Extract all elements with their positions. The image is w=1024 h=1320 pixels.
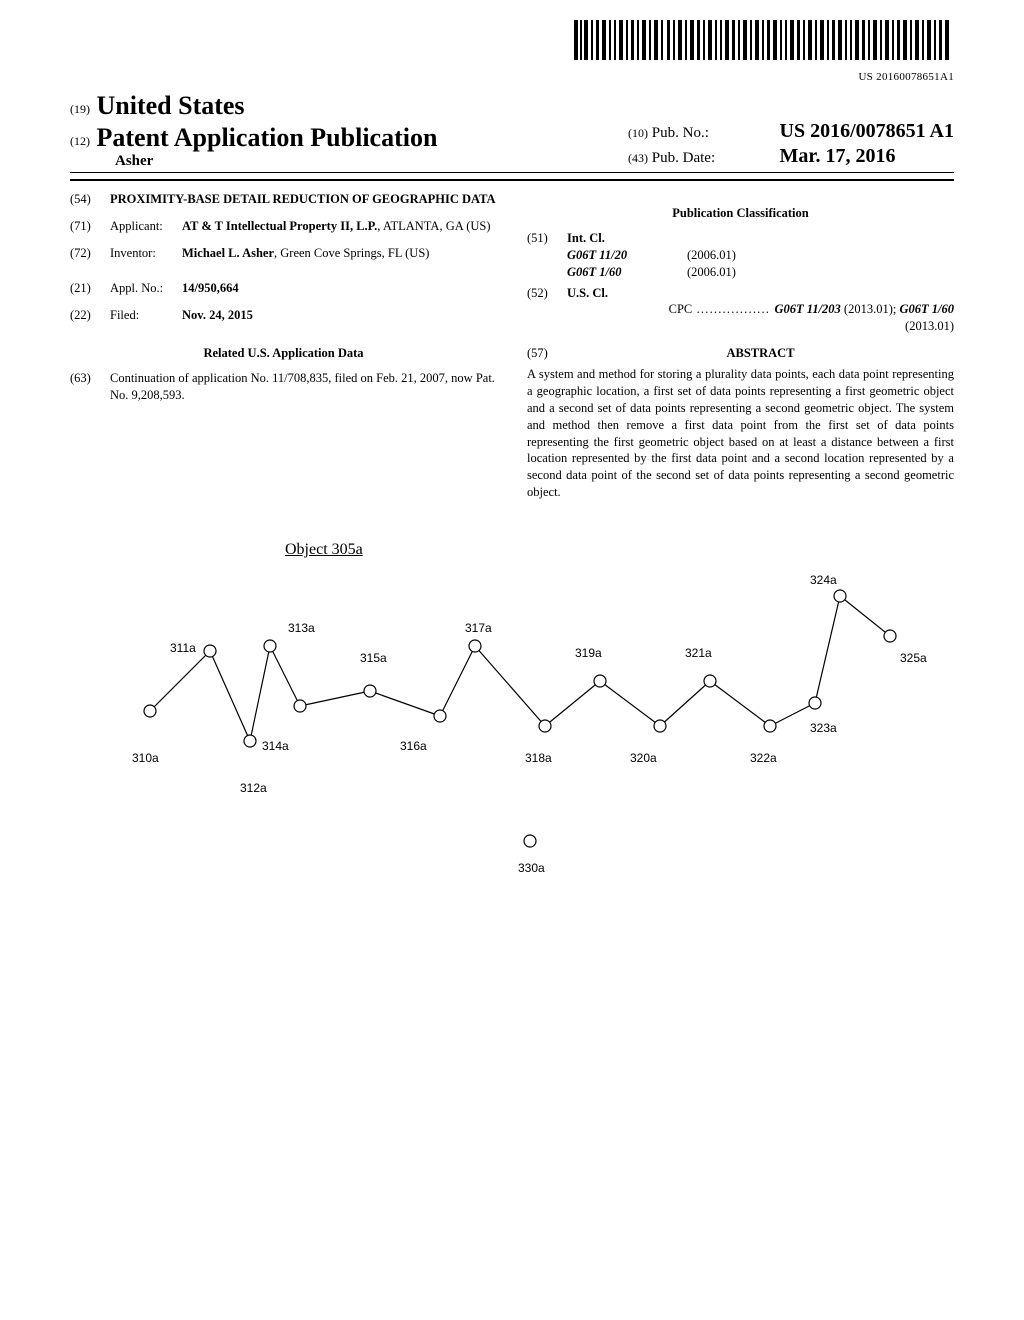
header-left: (19) United States (12) Patent Applicati… <box>70 91 437 170</box>
uscl-block: (52) U.S. Cl. CPC ................. G06T… <box>527 285 954 336</box>
inventor-name: Michael L. Asher <box>182 246 274 260</box>
code-52: (52) <box>527 285 567 336</box>
code-63: (63) <box>70 370 110 404</box>
cpc-1v: (2013.01); <box>841 302 900 316</box>
code-22: (22) <box>70 307 110 324</box>
figure-node-label: 319a <box>575 646 602 660</box>
uscl-label: U.S. Cl. <box>567 285 954 302</box>
intcl-row-0: G06T 11/20 (2006.01) <box>567 247 954 264</box>
code-54: (54) <box>70 191 110 208</box>
figure-node-label: 312a <box>240 781 267 795</box>
right-column: Publication Classification (51) Int. Cl.… <box>527 191 954 501</box>
inventor-city: , Green Cove Springs, FL (US) <box>274 246 429 260</box>
figure-node-label: 315a <box>360 651 387 665</box>
intcl-label: Int. Cl. <box>567 230 954 247</box>
figure-node-label: 320a <box>630 751 657 765</box>
code-57: (57) <box>527 345 567 362</box>
field-related: (63) Continuation of application No. 11/… <box>70 370 497 404</box>
code-19: (19) <box>70 102 90 116</box>
figure-node-label: 310a <box>132 751 159 765</box>
field-applicant: (71) Applicant: AT & T Intellectual Prop… <box>70 218 497 235</box>
applicant-label: Applicant: <box>110 218 182 235</box>
pub-no: US 2016/0078651 A1 <box>780 120 954 142</box>
filed-label: Filed: <box>110 307 182 324</box>
country: United States <box>97 91 245 120</box>
code-71: (71) <box>70 218 110 235</box>
figure-node-label: 330a <box>518 861 545 875</box>
intcl-code-0: G06T 11/20 <box>567 247 687 264</box>
pub-date-line: (43) Pub. Date: Mar. 17, 2016 <box>628 145 954 168</box>
related-head: Related U.S. Application Data <box>70 345 497 362</box>
cpc-1: G06T 11/203 <box>774 302 840 316</box>
cpc-2v: (2013.01) <box>905 319 954 333</box>
field-filed: (22) Filed: Nov. 24, 2015 <box>70 307 497 324</box>
figure-node-label: 323a <box>810 721 837 735</box>
cpc-line: CPC ................. G06T 11/203 (2013.… <box>567 301 954 335</box>
abstract-block: (57) ABSTRACT <box>527 345 954 362</box>
left-column: (54) PROXIMITY-BASE DETAIL REDUCTION OF … <box>70 191 497 501</box>
intcl-block: (51) Int. Cl. G06T 11/20 (2006.01) G06T … <box>527 230 954 281</box>
cpc-dots: ................. <box>692 302 774 316</box>
figure-node-label: 325a <box>900 651 927 665</box>
cpc-label: CPC <box>669 302 693 316</box>
abstract-text: A system and method for storing a plural… <box>527 366 954 501</box>
related-text: Continuation of application No. 11/708,8… <box>110 370 497 404</box>
applno-value: 14/950,664 <box>182 280 497 297</box>
code-72: (72) <box>70 245 110 262</box>
code-43: (43) <box>628 151 648 165</box>
figure: Object 305a 310a311a312a313a314a315a316a… <box>70 541 954 921</box>
barcode-svg <box>574 20 954 64</box>
classification-head: Publication Classification <box>527 205 954 222</box>
applno-label: Appl. No.: <box>110 280 182 297</box>
figure-node-label: 311a <box>170 641 196 655</box>
barcode-number: US 20160078651A1 <box>70 71 954 83</box>
field-inventor: (72) Inventor: Michael L. Asher, Green C… <box>70 245 497 262</box>
figure-node-label: 321a <box>685 646 712 660</box>
figure-node-label: 316a <box>400 739 427 753</box>
figure-node-label: 324a <box>810 573 837 587</box>
code-12: (12) <box>70 134 90 148</box>
intcl-ver-0: (2006.01) <box>687 247 736 264</box>
pub-date-label: Pub. Date: <box>652 150 776 167</box>
inventor-value: Michael L. Asher, Green Cove Springs, FL… <box>182 245 497 262</box>
field-title: (54) PROXIMITY-BASE DETAIL REDUCTION OF … <box>70 191 497 208</box>
code-21: (21) <box>70 280 110 297</box>
heavy-rule <box>70 179 954 181</box>
code-51: (51) <box>527 230 567 281</box>
thin-rule <box>70 172 954 173</box>
applicant-name: AT & T Intellectual Property II, L.P. <box>182 219 377 233</box>
inventor-surname: Asher <box>70 153 437 170</box>
body-columns: (54) PROXIMITY-BASE DETAIL REDUCTION OF … <box>70 191 954 501</box>
figure-node-label: 322a <box>750 751 777 765</box>
abstract-label: ABSTRACT <box>567 345 954 362</box>
figure-node-label: 318a <box>525 751 552 765</box>
figure-node-label: 317a <box>465 621 492 635</box>
code-10: (10) <box>628 126 648 140</box>
intcl-ver-1: (2006.01) <box>687 264 736 281</box>
cpc-2: G06T 1/60 <box>899 302 954 316</box>
doc-type: Patent Application Publication <box>97 123 438 152</box>
figure-node-label: 313a <box>288 621 315 635</box>
pub-date: Mar. 17, 2016 <box>780 145 896 167</box>
header-doctype-line: (12) Patent Application Publication <box>70 123 437 153</box>
intcl-code-1: G06T 1/60 <box>567 264 687 281</box>
inventor-label: Inventor: <box>110 245 182 262</box>
pub-no-line: (10) Pub. No.: US 2016/0078651 A1 <box>628 120 954 143</box>
title: PROXIMITY-BASE DETAIL REDUCTION OF GEOGR… <box>110 191 497 208</box>
filed-value: Nov. 24, 2015 <box>182 307 497 324</box>
header: (19) United States (12) Patent Applicati… <box>70 91 954 170</box>
applicant-value: AT & T Intellectual Property II, L.P., A… <box>182 218 497 235</box>
applicant-city: , ATLANTA, GA (US) <box>377 219 490 233</box>
barcode-block: US 20160078651A1 <box>70 20 954 83</box>
field-applno: (21) Appl. No.: 14/950,664 <box>70 280 497 297</box>
figure-node-label: 314a <box>262 739 289 753</box>
header-right: (10) Pub. No.: US 2016/0078651 A1 (43) P… <box>628 120 954 170</box>
intcl-row-1: G06T 1/60 (2006.01) <box>567 264 954 281</box>
header-country-line: (19) United States <box>70 91 437 121</box>
pub-no-label: Pub. No.: <box>652 125 776 142</box>
